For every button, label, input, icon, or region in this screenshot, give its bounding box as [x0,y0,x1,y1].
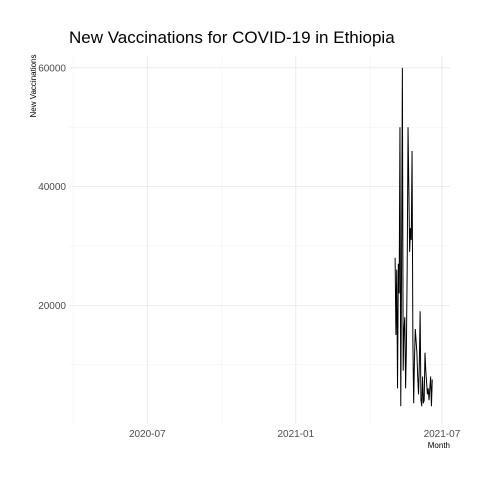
y-axis-label: New Vaccinations [29,55,38,118]
y-tick-label: 40000 [38,182,66,193]
y-tick-label: 20000 [38,301,66,312]
grid [69,56,450,424]
y-axis-ticks: 20000 40000 60000 [38,63,66,311]
x-tick-label: 2020-07 [129,429,166,440]
x-tick-label: 2021-07 [424,429,461,440]
x-tick-label: 2021-01 [277,429,314,440]
series-line [394,67,433,407]
x-axis-label: Month [428,441,450,450]
chart-title: New Vaccinations for COVID-19 in Ethiopi… [69,28,395,47]
x-axis-ticks: 2020-07 2021-01 2021-07 [129,429,461,440]
y-tick-label: 60000 [38,63,66,74]
